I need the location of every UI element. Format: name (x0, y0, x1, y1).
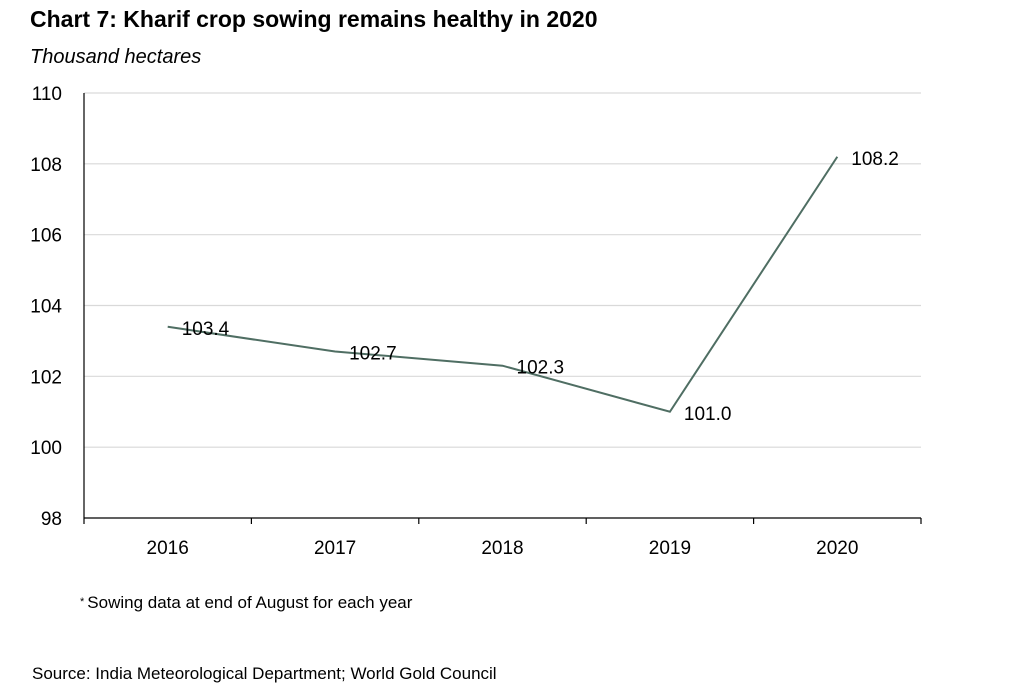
y-tick-label: 100 (30, 438, 62, 459)
source-note: Source: India Meteorological Department;… (32, 664, 497, 683)
y-tick-label: 110 (32, 84, 62, 105)
gridlines (84, 92, 921, 448)
y-axis-ticks: 98 100 102 104 106 108 110 (30, 84, 62, 530)
x-tick-label: 2018 (481, 538, 523, 559)
data-label: 101.0 (684, 404, 732, 425)
data-labels: 103.4 102.7 102.3 101.0 108.2 (182, 149, 899, 425)
y-tick-label: 106 (30, 226, 62, 247)
x-tick-label: 2019 (649, 538, 691, 559)
data-label: 103.4 (182, 319, 230, 340)
y-axis-unit-label: Thousand hectares (30, 46, 202, 68)
axes (83, 93, 921, 519)
x-tick-label: 2020 (816, 538, 858, 559)
y-tick-label: 102 (30, 367, 62, 388)
footnote: * Sowing data at end of August for each y… (80, 593, 412, 613)
y-tick-label: 104 (30, 297, 62, 318)
data-label: 102.3 (517, 358, 565, 379)
footnote-text: Sowing data at end of August for each ye… (87, 593, 413, 612)
data-label: 102.7 (349, 344, 397, 365)
chart-title: Chart 7: Kharif crop sowing remains heal… (30, 6, 598, 32)
y-tick-label: 108 (30, 155, 62, 176)
x-axis-ticks: 2016 2017 2018 2019 2020 (83, 518, 922, 559)
x-tick-label: 2017 (314, 538, 356, 559)
footnote-marker: * (80, 596, 85, 608)
data-label: 108.2 (851, 149, 899, 170)
x-tick-label: 2016 (147, 538, 189, 559)
y-tick-label: 98 (41, 509, 62, 530)
series-line (167, 156, 839, 413)
series-lines (167, 156, 839, 413)
